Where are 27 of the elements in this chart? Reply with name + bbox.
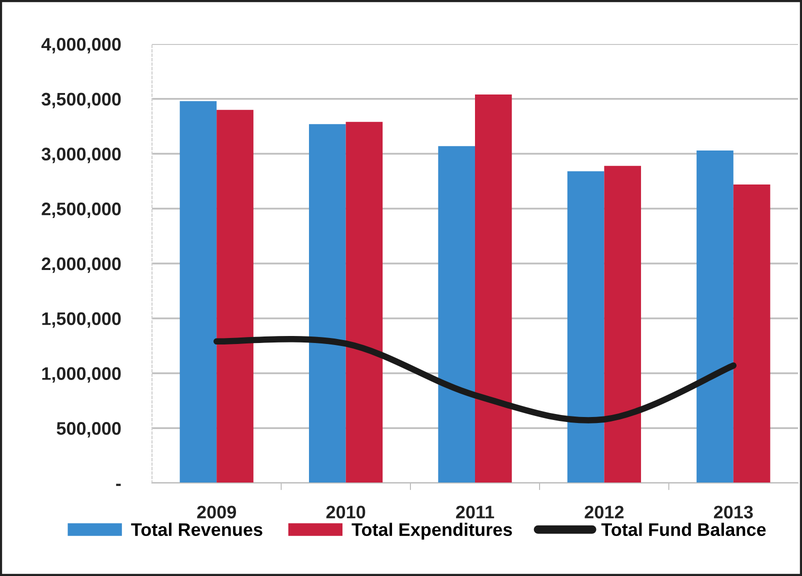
legend-label: Total Revenues (131, 522, 262, 536)
bar (180, 101, 217, 483)
bar (696, 150, 734, 483)
bar (346, 122, 383, 483)
x-tick-label: 2011 (456, 506, 494, 518)
legend-label: Total Fund Balance (601, 522, 766, 536)
bar (604, 166, 642, 483)
bar (475, 94, 512, 483)
bar (308, 124, 346, 483)
y-tick-label: 3,500,000 (42, 92, 121, 108)
y-tick-label: 4,000,000 (41, 38, 121, 54)
bar (733, 184, 770, 483)
x-tick-label: 2012 (584, 506, 624, 518)
bar (567, 171, 604, 483)
y-tick-label: 1,000,000 (42, 367, 121, 383)
y-tick-label: 2,000,000 (42, 257, 121, 273)
x-tick-label: 2013 (714, 506, 753, 519)
y-tick-label: 2,500,000 (42, 202, 121, 218)
bar (438, 146, 475, 483)
bar (216, 110, 254, 483)
x-tick-label: 2009 (197, 506, 236, 518)
y-tick-label: 3,000,000 (42, 148, 121, 164)
legend-label: Total Expenditures (352, 522, 512, 540)
y-tick-label: - (116, 484, 121, 486)
y-tick-label: 1,500,000 (42, 312, 121, 328)
x-tick-label: 2010 (326, 506, 366, 518)
y-tick-label: 500,000 (56, 422, 121, 438)
